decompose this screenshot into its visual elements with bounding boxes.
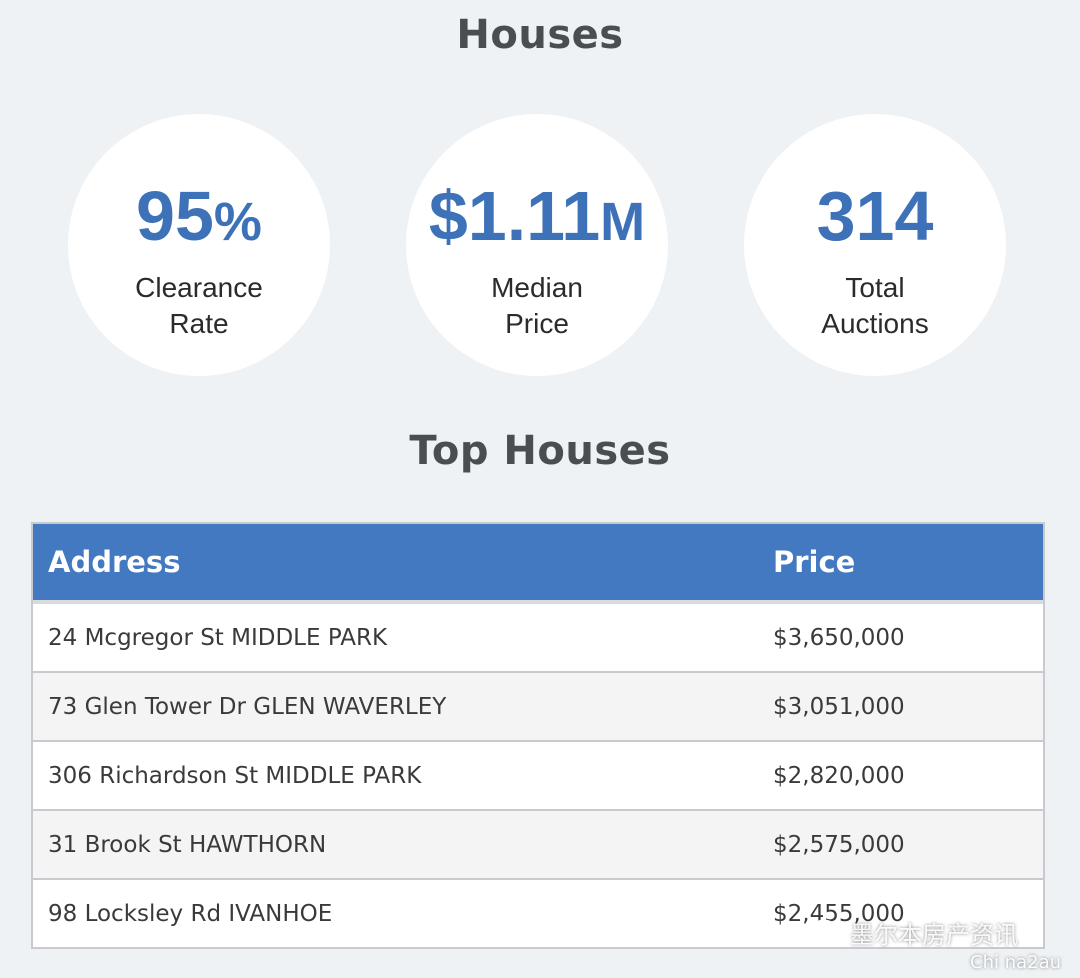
stat-total-auctions: 314 Total Auctions	[744, 114, 1006, 376]
wechat-icon	[812, 919, 843, 943]
stat-value: 95%	[136, 177, 262, 255]
cell-price: $2,455,000	[758, 878, 1043, 947]
watermark: 墨尔本房产资讯	[812, 912, 1062, 952]
column-header-address: Address	[33, 524, 758, 602]
watermark-subtext: Chi na2au	[970, 952, 1062, 973]
cell-address: 31 Brook St HAWTHORN	[33, 809, 758, 879]
cell-price: $2,820,000	[758, 740, 1043, 810]
cell-address: 73 Glen Tower Dr GLEN WAVERLEY	[33, 671, 758, 741]
table-row: 73 Glen Tower Dr GLEN WAVERLEY $3,051,00…	[33, 671, 1043, 741]
cell-price: $2,575,000	[758, 809, 1043, 879]
table-row: 98 Locksley Rd IVANHOE $2,455,000	[33, 878, 1043, 947]
section-title-top-houses: Top Houses	[409, 428, 671, 474]
cell-address: 306 Richardson St MIDDLE PARK	[33, 740, 758, 810]
stat-label: Clearance Rate	[135, 272, 263, 339]
table-row: 306 Richardson St MIDDLE PARK $2,820,000	[33, 740, 1043, 810]
stat-label: Total Auctions	[821, 272, 929, 339]
cell-address: 24 Mcgregor St MIDDLE PARK	[33, 600, 758, 672]
cell-address: 98 Locksley Rd IVANHOE	[33, 878, 758, 947]
stat-value: 314	[816, 177, 934, 255]
cell-price: $3,051,000	[758, 671, 1043, 741]
watermark-text: 墨尔本房产资讯	[850, 920, 1018, 949]
section-title-houses: Houses	[456, 12, 624, 58]
stat-clearance-rate: 95% Clearance Rate	[68, 114, 330, 376]
stat-value: $1.11M	[428, 177, 646, 255]
column-header-price: Price	[758, 524, 1043, 602]
top-houses-table: Address Price 24 Mcgregor St MIDDLE PARK…	[31, 522, 1045, 949]
stat-label: Median Price	[491, 272, 583, 339]
table-header-row: Address Price	[33, 524, 1043, 602]
cell-price: $3,650,000	[758, 600, 1043, 672]
stat-median-price: $1.11M Median Price	[406, 114, 668, 376]
table-row: 31 Brook St HAWTHORN $2,575,000	[33, 809, 1043, 879]
table-row: 24 Mcgregor St MIDDLE PARK $3,650,000	[33, 600, 1043, 672]
